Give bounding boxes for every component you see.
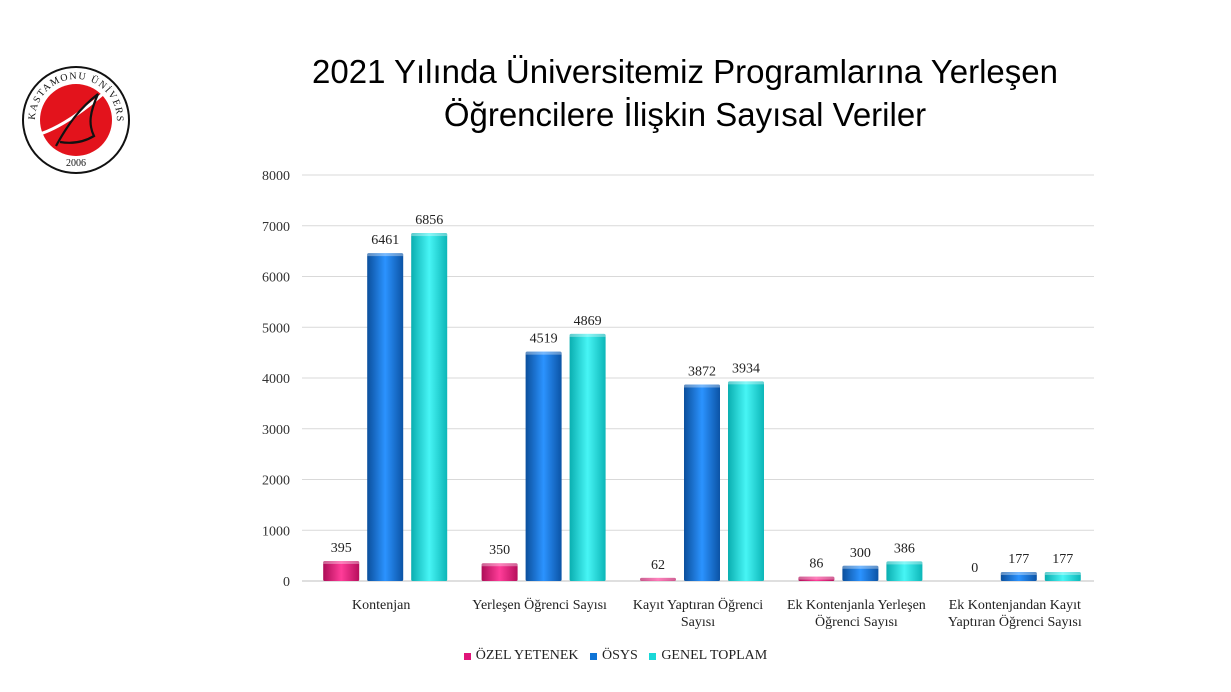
x-category-label: Kontenjan [352, 598, 410, 613]
svg-text:2006: 2006 [66, 158, 86, 169]
legend-label-genel-toplam: GENEL TOPLAM [661, 648, 768, 663]
bar-highlight [1000, 572, 1037, 576]
legend-item-ozel-yetenek: ÖZEL YETENEK [463, 648, 579, 664]
bar-highlight [842, 565, 879, 569]
y-tick-label: 5000 [262, 321, 290, 336]
title-line-1: 2021 Yılında Üniversitemiz Programlarına… [312, 53, 1058, 90]
data-label-sys-0: 6461 [371, 233, 399, 248]
x-category-label: Ek Kontenjandan Kayıt [949, 598, 1081, 613]
bar-sys-1 [525, 351, 562, 581]
bar-sys-4 [1000, 572, 1037, 581]
bar-genel-toplam-3 [886, 561, 923, 581]
data-label-zel-yetenek-2: 62 [651, 558, 665, 573]
x-category-label: Öğrenci Sayısı [815, 613, 898, 630]
bar-highlight [411, 233, 448, 237]
y-tick-label: 8000 [262, 169, 290, 184]
bar-zel-yetenek-2 [640, 577, 676, 581]
bar-genel-toplam-2 [728, 381, 764, 581]
bar-highlight [728, 381, 764, 385]
bar-highlight [525, 351, 562, 355]
university-logo: KASTAMONU ÜNİVERSİTESİ 2006 [20, 64, 130, 174]
bar-genel-toplam-4 [1044, 572, 1081, 581]
x-category-label: Sayısı [681, 615, 715, 630]
data-label-zel-yetenek-4: 0 [971, 561, 978, 576]
data-label-genel-toplam-0: 6856 [415, 213, 443, 228]
y-tick-label: 4000 [262, 372, 290, 387]
legend-swatch-ozel-yetenek [463, 652, 471, 660]
bar-highlight [367, 253, 404, 257]
bar-highlight [886, 561, 923, 565]
data-label-genel-toplam-1: 4869 [574, 314, 602, 329]
data-label-sys-3: 300 [850, 546, 871, 561]
y-tick-label: 6000 [262, 271, 290, 286]
bar-sys-3 [842, 565, 879, 581]
data-label-sys-1: 4519 [530, 332, 558, 347]
x-category-label: Yaptıran Öğrenci Sayısı [948, 613, 1082, 630]
bar-highlight [1044, 572, 1081, 576]
legend-item-genel-toplam: GENEL TOPLAM [649, 648, 767, 664]
legend-swatch-genel-toplam [649, 652, 657, 660]
legend: ÖZEL YETENEK ÖSYS GENEL TOPLAM [0, 648, 1231, 665]
legend-item-osys: ÖSYS [590, 648, 638, 664]
bar-genel-toplam-0 [411, 233, 448, 582]
data-label-genel-toplam-4: 177 [1052, 552, 1073, 567]
legend-label-ozel-yetenek: ÖZEL YETENEK [475, 648, 579, 663]
x-category-label: Yerleşen Öğrenci Sayısı [472, 596, 607, 613]
y-tick-label: 0 [283, 575, 290, 590]
y-tick-label: 1000 [262, 524, 290, 539]
bar-zel-yetenek-1 [481, 563, 518, 581]
x-category-label: Kayıt Yaptıran Öğrenci [633, 596, 763, 613]
data-label-zel-yetenek-1: 350 [489, 543, 510, 558]
data-label-sys-2: 3872 [688, 364, 716, 379]
chart-title: 2021 Yılında Üniversitemiz Programlarına… [230, 50, 1140, 136]
legend-label-osys: ÖSYS [602, 648, 638, 663]
data-label-genel-toplam-3: 386 [894, 541, 915, 556]
bar-highlight [640, 577, 676, 581]
bar-sys-0 [367, 253, 404, 581]
bar-highlight [684, 384, 720, 388]
data-label-genel-toplam-2: 3934 [732, 361, 760, 376]
bar-zel-yetenek-0 [323, 560, 360, 581]
bar-highlight [323, 560, 360, 564]
y-tick-label: 3000 [262, 423, 290, 438]
y-tick-label: 2000 [262, 474, 290, 489]
bar-genel-toplam-1 [569, 333, 606, 581]
data-label-zel-yetenek-3: 86 [809, 557, 823, 572]
bar-highlight [798, 576, 835, 580]
y-tick-label: 7000 [262, 220, 290, 235]
bar-zel-yetenek-3 [798, 576, 835, 581]
title-line-2: Öğrencilere İlişkin Sayısal Veriler [443, 96, 927, 133]
data-label-zel-yetenek-0: 395 [331, 541, 352, 556]
legend-swatch-osys [590, 652, 598, 660]
bar-sys-2 [684, 384, 720, 581]
x-category-label: Ek Kontenjanla Yerleşen [787, 598, 926, 613]
bar-highlight [481, 563, 518, 567]
data-label-sys-4: 177 [1008, 552, 1029, 567]
bar-highlight [569, 333, 606, 337]
